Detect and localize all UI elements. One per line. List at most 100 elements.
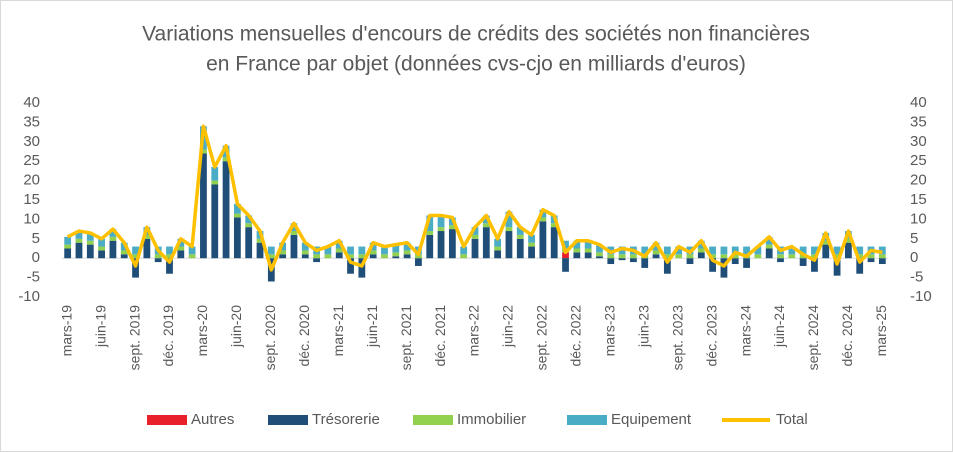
bar-segment	[709, 246, 717, 255]
bar-segment	[697, 240, 705, 249]
bar-segment	[86, 244, 94, 259]
bar-segment	[833, 254, 841, 259]
bar-segment	[743, 246, 750, 255]
bar-segment	[98, 238, 105, 247]
y2-tick-label: 30	[910, 133, 927, 150]
bar-segment	[358, 254, 366, 259]
bar-segment	[471, 234, 479, 239]
bar-segment	[833, 258, 841, 276]
bar-segment	[562, 240, 569, 249]
x-tick-label: déc. 2024	[839, 305, 855, 367]
bar-segment	[324, 254, 332, 259]
bar-segment	[822, 240, 830, 245]
bar-segment	[154, 258, 162, 263]
y-tick-label: 0	[32, 249, 40, 266]
bar-segment	[607, 254, 615, 259]
bar-segment	[675, 246, 683, 255]
bar-segment	[64, 248, 72, 259]
bar-segment	[505, 227, 513, 232]
bar-segment	[426, 215, 434, 232]
bar-segment	[822, 244, 830, 259]
bar-segment	[415, 254, 422, 259]
bar-segment	[720, 258, 728, 278]
x-tick-label: juin-24	[771, 305, 787, 348]
bar-segment	[584, 248, 592, 253]
x-tick-label: déc. 2020	[296, 305, 312, 367]
bar-segment	[618, 258, 626, 261]
bar-segment	[731, 246, 739, 255]
bar-segment	[856, 258, 864, 274]
legend-swatch	[567, 415, 607, 425]
x-tick-label: mars-24	[737, 305, 753, 357]
bar-segment	[381, 254, 388, 259]
bar-segment	[720, 246, 728, 255]
bar-segment	[415, 258, 422, 266]
bar-segment	[811, 258, 818, 272]
bar-segment	[709, 254, 717, 259]
bar-segment	[279, 250, 287, 255]
bar-segment	[75, 242, 83, 259]
bar-segment	[845, 242, 852, 259]
bar-segment	[109, 229, 117, 237]
bar-segment	[188, 254, 196, 259]
bar-segment	[856, 246, 864, 255]
bar-segment	[641, 258, 649, 268]
y-tick-label: 35	[23, 113, 40, 130]
x-tick-label: juin-21	[364, 305, 380, 348]
bar-segment	[731, 258, 739, 265]
chart-title: Variations mensuelles d'encours de crédi…	[142, 23, 810, 46]
y2-tick-label: 40	[910, 94, 927, 111]
bar-segment	[437, 227, 445, 232]
bar-segment	[765, 248, 773, 259]
x-tick-label: juin-19	[92, 305, 108, 348]
y2-tick-label: 15	[910, 191, 927, 208]
y-tick-label: 15	[23, 191, 40, 208]
y2-tick-label: 20	[910, 172, 927, 189]
bar-segment	[697, 248, 705, 253]
x-tick-label: déc. 2023	[703, 305, 719, 367]
legend-label: Autres	[191, 411, 234, 428]
y-tick-label: -5	[27, 269, 40, 286]
bar-segment	[596, 244, 603, 253]
bar-segment	[811, 246, 818, 255]
bar-segment	[166, 254, 173, 259]
bar-segment	[607, 258, 615, 265]
bar-segment	[200, 149, 207, 154]
bar-segment	[562, 258, 569, 272]
bar-segment	[426, 234, 434, 259]
bar-segment	[177, 246, 185, 251]
y2-tick-label: 0	[910, 249, 918, 266]
bar-segment	[120, 250, 128, 255]
bar-segment	[686, 258, 694, 265]
bar-segment	[120, 254, 128, 259]
bar-segment	[358, 246, 366, 255]
bar-segment	[358, 258, 366, 278]
bar-segment	[313, 254, 320, 259]
bar-segment	[109, 236, 117, 241]
x-tick-label: sept. 2020	[262, 305, 278, 371]
y-tick-label: 30	[23, 133, 40, 150]
bar-segment	[584, 240, 592, 249]
bar-segment	[539, 217, 547, 222]
bar-segment	[799, 246, 807, 255]
bar-segment	[550, 227, 558, 259]
bar-segment	[482, 227, 490, 259]
bar-segment	[596, 256, 603, 259]
x-tick-label: mars-23	[601, 305, 617, 357]
bar-segment	[233, 213, 241, 218]
bar-segment	[618, 254, 626, 259]
bar-segment	[765, 236, 773, 245]
bar-segment	[856, 254, 864, 259]
bar-segment	[663, 246, 671, 255]
bar-segment	[471, 238, 479, 259]
x-tick-label: juin-20	[228, 305, 244, 348]
bar-segment	[573, 240, 581, 249]
bar-segment	[731, 254, 739, 259]
bar-segment	[539, 221, 547, 259]
y-tick-label: 20	[23, 172, 40, 189]
bar-segment	[166, 258, 173, 274]
bar-segment	[267, 246, 275, 255]
bar-segment	[437, 215, 445, 228]
bar-segment	[211, 180, 219, 185]
bar-segment	[211, 167, 219, 181]
